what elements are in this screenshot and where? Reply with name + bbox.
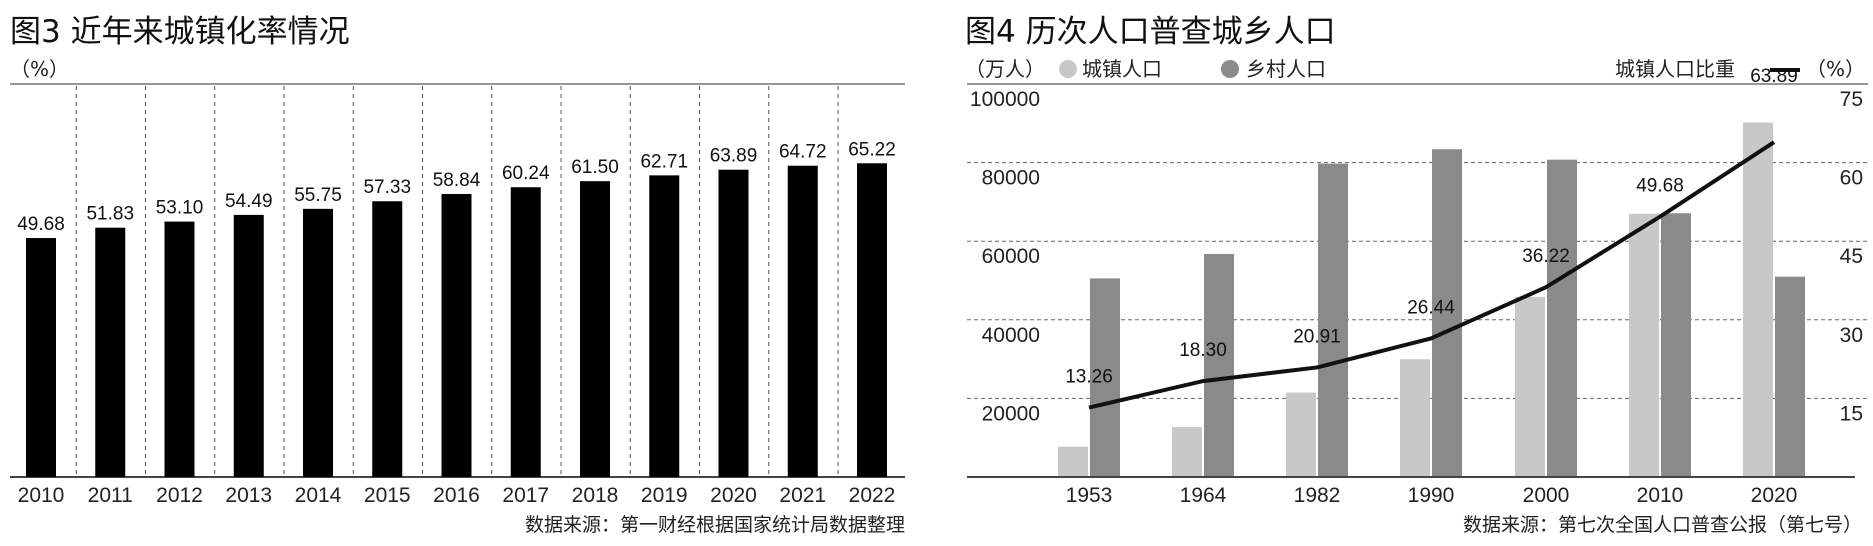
bar-2018 [580, 181, 610, 477]
value-label-2012: 53.10 [156, 198, 204, 219]
x-tick-2015: 2015 [364, 484, 411, 507]
ratio-label-1964: 18.30 [1179, 340, 1227, 361]
bar-urban-1990 [1400, 359, 1430, 477]
x-tick-2022: 2022 [849, 484, 896, 507]
x-tick-2010: 2010 [1637, 484, 1684, 507]
value-label-2019: 62.71 [640, 151, 688, 172]
x-tick-2016: 2016 [433, 484, 480, 507]
x-tick-2000: 2000 [1523, 484, 1570, 507]
bar-2015 [372, 201, 403, 477]
ratio-label-1990: 26.44 [1407, 297, 1455, 318]
legend-rural-swatch [1221, 60, 1239, 78]
x-tick-2011: 2011 [88, 484, 133, 507]
bar-urban-1982 [1286, 392, 1316, 477]
y-right-tick-75: 75 [1840, 88, 1863, 111]
bar-urban-1953 [1058, 446, 1088, 477]
bar-rural-1990 [1432, 149, 1462, 477]
bar-urban-2020 [1743, 122, 1773, 477]
x-tick-2020: 2020 [710, 484, 757, 507]
x-tick-2018: 2018 [572, 484, 619, 507]
chart2-left-unit: （万人） [965, 57, 1045, 81]
chart2-source: 数据来源：第七次全国人口普查公报（第七号） [1463, 514, 1862, 536]
value-label-2011: 51.83 [86, 204, 134, 225]
bar-2021 [787, 165, 818, 478]
x-tick-2021: 2021 [779, 484, 826, 507]
y-left-tick-100000: 100000 [970, 88, 1040, 111]
chart2-title: 图4 历次人口普查城乡人口 [965, 14, 1336, 50]
chart1-source: 数据来源：第一财经根据国家统计局数据整理 [525, 514, 905, 536]
y-right-tick-60: 60 [1840, 167, 1863, 190]
x-tick-2014: 2014 [295, 484, 342, 507]
ratio-label-2020: 63.89 [1750, 66, 1798, 87]
x-tick-2017: 2017 [502, 484, 549, 507]
bar-2013 [233, 214, 264, 477]
value-label-2017: 60.24 [502, 163, 550, 184]
bar-urban-2000 [1515, 296, 1545, 477]
x-tick-2012: 2012 [156, 484, 203, 507]
bar-rural-1982 [1318, 163, 1348, 478]
bar-2017 [510, 187, 541, 477]
bar-2011 [95, 227, 126, 477]
y-left-tick-20000: 20000 [982, 402, 1040, 425]
value-label-2013: 54.49 [225, 191, 273, 212]
chart2-right-unit: （%） [1806, 57, 1865, 81]
bar-rural-1953 [1090, 278, 1120, 477]
y-left-tick-40000: 40000 [982, 324, 1040, 347]
value-label-2018: 61.50 [571, 157, 619, 178]
bar-rural-2010 [1661, 213, 1691, 477]
bar-2016 [441, 193, 472, 477]
x-tick-2010: 2010 [18, 484, 65, 507]
y-right-tick-15: 15 [1840, 402, 1863, 425]
bar-urban-2010 [1629, 213, 1659, 477]
ratio-line [1088, 140, 1776, 410]
chart1-unit-label: （%） [10, 57, 69, 81]
ratio-label-1982: 20.91 [1293, 326, 1341, 347]
x-tick-1982: 1982 [1294, 484, 1341, 507]
legend-urban-swatch [1059, 60, 1077, 78]
y-right-tick-45: 45 [1840, 245, 1863, 268]
bar-2019 [649, 175, 680, 477]
value-label-2016: 58.84 [433, 170, 481, 191]
y-right-tick-30: 30 [1840, 324, 1863, 347]
x-tick-2019: 2019 [641, 484, 688, 507]
ratio-label-1953: 13.26 [1065, 367, 1113, 388]
bar-2012 [164, 221, 195, 477]
bar-rural-2000 [1547, 159, 1577, 477]
y-left-tick-60000: 60000 [982, 245, 1040, 268]
bar-2022 [857, 163, 887, 477]
bar-urban-1964 [1172, 427, 1202, 477]
bar-rural-1964 [1204, 253, 1234, 477]
value-label-2014: 55.75 [294, 185, 342, 206]
value-label-2021: 64.72 [779, 142, 827, 163]
legend-rural-label: 乡村人口 [1246, 57, 1326, 81]
bar-rural-2020 [1775, 276, 1805, 477]
value-label-2015: 57.33 [363, 177, 411, 198]
x-tick-1990: 1990 [1408, 484, 1455, 507]
legend-ratio-label: 城镇人口比重 [1615, 57, 1735, 81]
bar-2010 [26, 238, 56, 477]
bar-2020 [718, 169, 749, 478]
legend-urban-label: 城镇人口 [1082, 57, 1162, 81]
value-label-2022: 65.22 [848, 139, 896, 160]
x-tick-2020: 2020 [1751, 484, 1798, 507]
chart1-title: 图3 近年来城镇化率情况 [10, 14, 350, 50]
ratio-label-2010: 49.68 [1636, 176, 1684, 197]
value-label-2010: 49.68 [17, 214, 65, 235]
x-tick-2013: 2013 [225, 484, 272, 507]
ratio-label-2000: 36.22 [1522, 246, 1570, 267]
x-tick-1953: 1953 [1066, 484, 1113, 507]
y-left-tick-80000: 80000 [982, 167, 1040, 190]
value-label-2020: 63.89 [710, 146, 758, 167]
x-tick-1964: 1964 [1180, 484, 1227, 507]
bar-2014 [303, 208, 333, 477]
